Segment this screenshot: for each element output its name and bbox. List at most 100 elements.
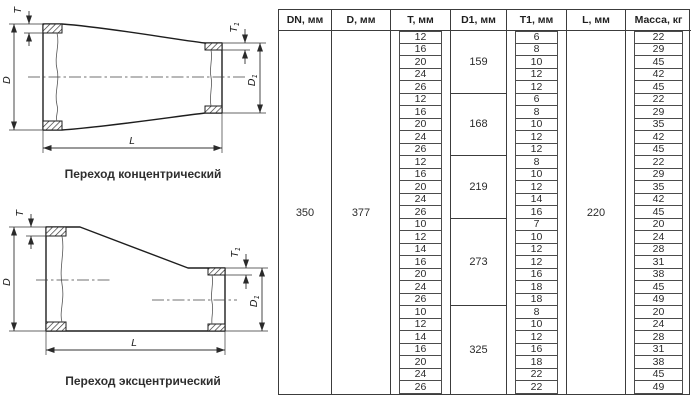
mass-value: 22 <box>634 93 683 107</box>
t1-value-cell: 8 <box>507 43 567 57</box>
t-value-cell: 12 <box>391 318 451 332</box>
t1-value: 14 <box>515 193 558 207</box>
t1-value-cell: 8 <box>507 156 567 169</box>
t1-value: 10 <box>515 231 558 244</box>
dim-label-t1-sub: 1 <box>234 247 242 251</box>
weld-hatch-right-bottom <box>204 105 223 114</box>
header-l: L, мм <box>567 10 626 31</box>
t-value: 26 <box>399 143 442 157</box>
header-t1: T1, мм <box>507 10 567 31</box>
t-value: 24 <box>399 281 442 294</box>
dn-value-cell: 350 <box>279 31 332 394</box>
t-value: 24 <box>399 131 442 144</box>
dim-label-d1-main: D <box>249 299 260 307</box>
t-value-cell: 20 <box>391 56 451 69</box>
mass-value: 49 <box>634 293 683 307</box>
t1-value: 16 <box>515 343 558 357</box>
mass-value-cell: 29 <box>626 43 691 57</box>
mass-value-cell: 35 <box>626 118 691 132</box>
t-value-cell: 24 <box>391 68 451 82</box>
t1-value-cell: 12 <box>507 181 567 194</box>
mass-value: 29 <box>634 106 683 119</box>
mass-value: 29 <box>634 168 683 182</box>
mass-value-cell: 49 <box>626 381 691 394</box>
dim-label-t1-main: T <box>229 25 240 32</box>
mass-value: 42 <box>634 68 683 82</box>
d1-group-cell: 159 <box>451 31 507 94</box>
weld-hatch-left-bottom <box>45 321 67 332</box>
t-value: 20 <box>399 118 442 132</box>
t1-value: 8 <box>515 306 558 319</box>
t-value-cell: 26 <box>391 381 451 394</box>
t1-value: 18 <box>515 281 558 294</box>
t-value-cell: 14 <box>391 331 451 344</box>
dim-label-d1: D1 <box>249 295 261 307</box>
mass-value-cell: 31 <box>626 343 691 357</box>
t1-value: 8 <box>515 106 558 119</box>
t1-value-cell: 12 <box>507 331 567 344</box>
mass-value: 31 <box>634 256 683 269</box>
mass-value-cell: 28 <box>626 243 691 257</box>
mass-value: 38 <box>634 356 683 369</box>
t-value-cell: 12 <box>391 93 451 107</box>
t-value-cell: 12 <box>391 231 451 244</box>
mass-value-cell: 28 <box>626 331 691 344</box>
t1-value: 22 <box>515 368 558 382</box>
t-value: 20 <box>399 268 442 282</box>
break-line-left <box>60 235 64 323</box>
t1-value-cell: 22 <box>507 381 567 394</box>
t-value-cell: 10 <box>391 306 451 319</box>
t-value: 14 <box>399 243 442 257</box>
t-value: 26 <box>399 381 442 394</box>
t1-value: 8 <box>515 43 558 57</box>
t1-value-cell: 12 <box>507 68 567 82</box>
t1-value-cell: 10 <box>507 118 567 132</box>
dim-label-d1-main: D <box>247 78 258 86</box>
t-value-cell: 24 <box>391 368 451 382</box>
mass-value: 28 <box>634 331 683 344</box>
mass-value-cell: 22 <box>626 31 691 44</box>
weld-hatch-right-top <box>207 267 226 276</box>
t1-value-cell: 10 <box>507 168 567 182</box>
t-value: 12 <box>399 156 442 169</box>
t1-value: 10 <box>515 118 558 132</box>
t1-value-cell: 12 <box>507 81 567 94</box>
mass-value-cell: 45 <box>626 281 691 294</box>
eccentric-caption: Переход эксцентрический <box>65 374 221 388</box>
t-value-cell: 20 <box>391 268 451 282</box>
t1-value: 12 <box>515 81 558 94</box>
t-value: 24 <box>399 368 442 382</box>
mass-value-cell: 42 <box>626 131 691 144</box>
mass-value: 45 <box>634 206 683 219</box>
weld-hatch-right-bottom <box>207 323 226 332</box>
mass-value-cell: 22 <box>626 156 691 169</box>
mass-value-cell: 22 <box>626 93 691 107</box>
t-value: 12 <box>399 231 442 244</box>
t-value-cell: 16 <box>391 256 451 269</box>
header-mass: Масса, кг <box>626 10 691 31</box>
dim-label-l: L <box>131 338 137 349</box>
t1-value: 22 <box>515 381 558 394</box>
break-line-left <box>55 32 59 122</box>
t-value: 24 <box>399 193 442 207</box>
t1-value: 6 <box>515 93 558 107</box>
spec-table: DN, мм D, мм T, мм D1, мм T1, мм L, мм Масса, … <box>278 9 691 395</box>
t-value-cell: 24 <box>391 281 451 294</box>
t1-value-cell: 18 <box>507 281 567 294</box>
d1-group-cell: 168 <box>451 93 507 157</box>
t-value-cell: 24 <box>391 193 451 207</box>
mass-value-cell: 24 <box>626 318 691 332</box>
t-value-cell: 16 <box>391 343 451 357</box>
mass-value-cell: 45 <box>626 143 691 157</box>
mass-value-cell: 29 <box>626 168 691 182</box>
t-value: 12 <box>399 318 442 332</box>
header-dn: DN, мм <box>279 10 332 31</box>
t-value-cell: 24 <box>391 131 451 144</box>
mass-value: 24 <box>634 231 683 244</box>
t1-value: 8 <box>515 156 558 169</box>
header-t: T, мм <box>391 10 451 31</box>
eccentric-reducer-drawing: D T T1 D1 L <box>2 209 268 355</box>
t-value-cell: 12 <box>391 156 451 169</box>
t1-value-cell: 14 <box>507 193 567 207</box>
